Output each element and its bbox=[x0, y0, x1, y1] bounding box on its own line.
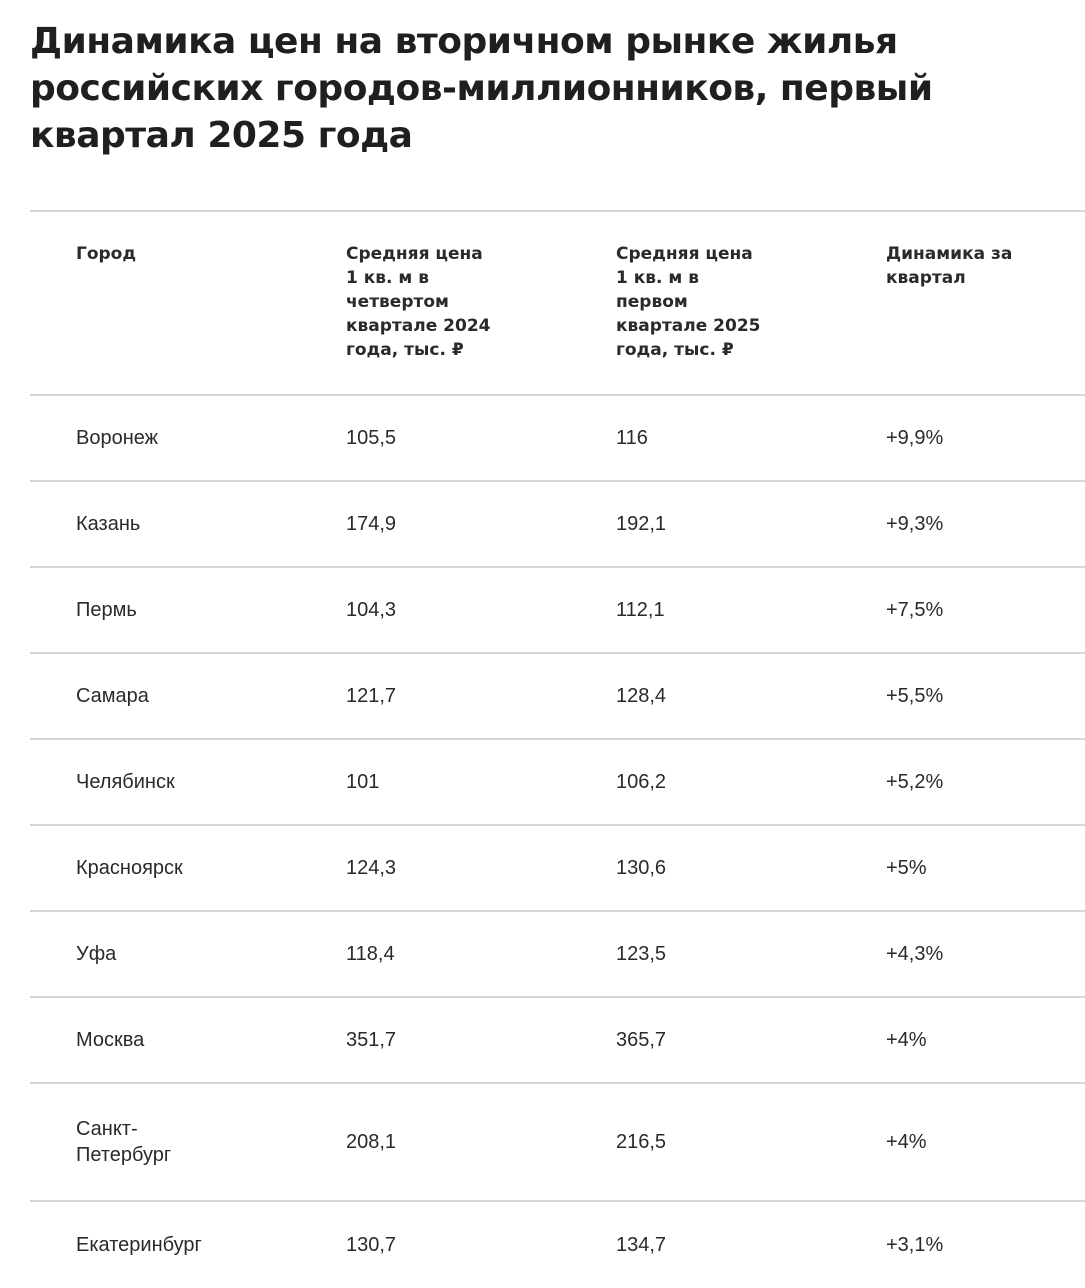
cell-city: Самара bbox=[76, 685, 149, 707]
cell-change: +5% bbox=[886, 857, 927, 879]
cell-price-q4-2024: 118,4 bbox=[346, 943, 395, 965]
table-row: Красноярск 124,3 130,6 +5% bbox=[30, 826, 1085, 912]
cell-price-q4-2024: 208,1 bbox=[346, 1131, 397, 1153]
cell-price-q1-2025: 128,4 bbox=[616, 685, 667, 707]
cell-city: Челябинск bbox=[76, 771, 175, 793]
cell-price-q4-2024: 174,9 bbox=[346, 513, 397, 535]
cell-price-q4-2024: 351,7 bbox=[346, 1029, 397, 1051]
cell-city: Уфа bbox=[76, 943, 117, 965]
table-header: Город Средняя цена 1 кв. м в четвертом к… bbox=[30, 210, 1085, 396]
cell-price-q4-2024: 130,7 bbox=[346, 1234, 397, 1256]
cell-price-q4-2024: 121,7 bbox=[346, 685, 397, 707]
cell-city: Санкт- Петербург bbox=[76, 1118, 172, 1166]
header-price-q4-2024: Средняя цена 1 кв. м в четвертом квартал… bbox=[346, 244, 491, 360]
table-row: Екатеринбург 130,7 134,7 +3,1% bbox=[30, 1202, 1085, 1288]
cell-city: Пермь bbox=[76, 599, 137, 621]
header-city: Город bbox=[76, 244, 137, 264]
cell-price-q4-2024: 101 bbox=[346, 771, 380, 793]
header-price-q1-2025: Средняя цена 1 кв. м в первом квартале 2… bbox=[616, 244, 761, 360]
price-table: Город Средняя цена 1 кв. м в четвертом к… bbox=[30, 210, 1085, 1288]
cell-change: +7,5% bbox=[886, 599, 944, 621]
cell-change: +9,3% bbox=[886, 513, 944, 535]
cell-price-q1-2025: 112,1 bbox=[616, 599, 665, 621]
cell-change: +4,3% bbox=[886, 943, 944, 965]
cell-change: +5,2% bbox=[886, 771, 944, 793]
cell-price-q1-2025: 192,1 bbox=[616, 513, 667, 535]
table-row: Москва 351,7 365,7 +4% bbox=[30, 998, 1085, 1084]
table-row: Самара 121,7 128,4 +5,5% bbox=[30, 654, 1085, 740]
table-row: Пермь 104,3 112,1 +7,5% bbox=[30, 568, 1085, 654]
cell-city: Москва bbox=[76, 1029, 145, 1051]
header-quarter-change: Динамика за квартал bbox=[886, 244, 1013, 288]
cell-price-q4-2024: 124,3 bbox=[346, 857, 397, 879]
cell-change: +4% bbox=[886, 1131, 927, 1153]
cell-city: Красноярск bbox=[76, 857, 183, 879]
cell-city: Екатеринбург bbox=[76, 1234, 202, 1256]
table-row: Челябинск 101 106,2 +5,2% bbox=[30, 740, 1085, 826]
cell-price-q4-2024: 104,3 bbox=[346, 599, 397, 621]
cell-price-q4-2024: 105,5 bbox=[346, 427, 397, 449]
cell-price-q1-2025: 130,6 bbox=[616, 857, 667, 879]
cell-price-q1-2025: 123,5 bbox=[616, 943, 667, 965]
cell-price-q1-2025: 116 bbox=[616, 427, 648, 449]
table-row: Уфа 118,4 123,5 +4,3% bbox=[30, 912, 1085, 998]
cell-city: Казань bbox=[76, 513, 141, 535]
cell-change: +3,1% bbox=[886, 1234, 944, 1256]
cell-price-q1-2025: 365,7 bbox=[616, 1029, 667, 1051]
cell-change: +5,5% bbox=[886, 685, 944, 707]
cell-price-q1-2025: 134,7 bbox=[616, 1234, 667, 1256]
table-row: Казань 174,9 192,1 +9,3% bbox=[30, 482, 1085, 568]
cell-city: Воронеж bbox=[76, 427, 159, 449]
page-title: Динамика цен на вторичном рынке жилья ро… bbox=[30, 21, 933, 156]
cell-change: +9,9% bbox=[886, 427, 944, 449]
cell-price-q1-2025: 106,2 bbox=[616, 771, 667, 793]
cell-change: +4% bbox=[886, 1029, 927, 1051]
table-row: Воронеж 105,5 116 +9,9% bbox=[30, 396, 1085, 482]
cell-price-q1-2025: 216,5 bbox=[616, 1131, 667, 1153]
table-row: Санкт- Петербург 208,1 216,5 +4% bbox=[30, 1084, 1085, 1202]
